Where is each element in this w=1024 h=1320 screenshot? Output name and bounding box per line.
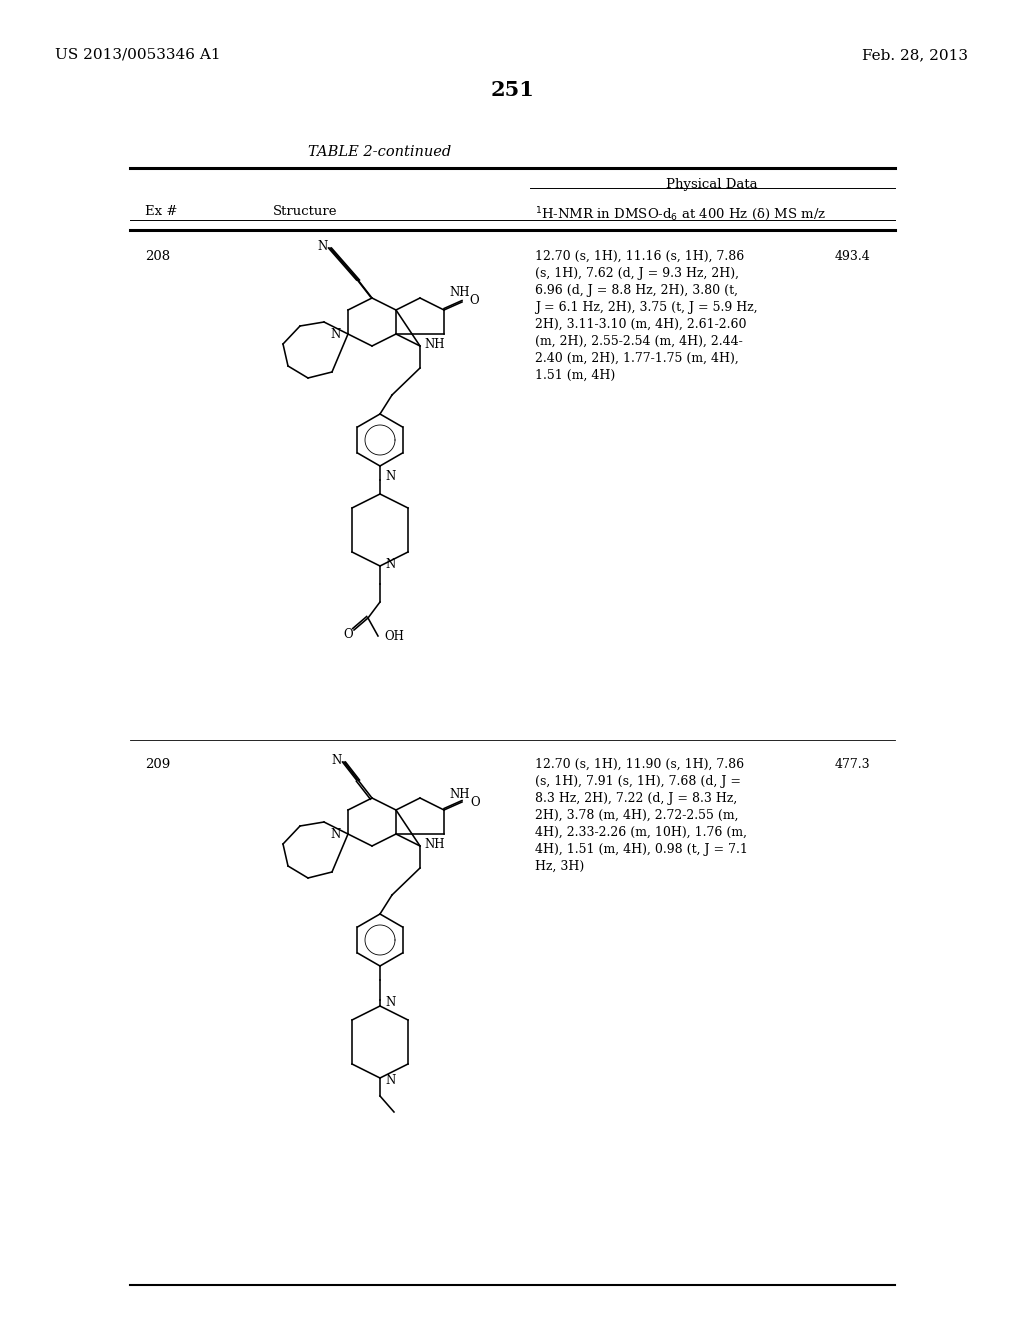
Text: N: N xyxy=(331,828,341,841)
Text: $^{1}$H-NMR in DMSO-d$_{6}$ at 400 Hz (δ) MS m/z: $^{1}$H-NMR in DMSO-d$_{6}$ at 400 Hz (δ… xyxy=(535,205,826,223)
Text: N: N xyxy=(331,327,341,341)
Text: NH: NH xyxy=(449,788,469,800)
Text: NH: NH xyxy=(449,285,469,298)
Text: O: O xyxy=(343,627,353,640)
Text: Ex #: Ex # xyxy=(145,205,177,218)
Text: 493.4: 493.4 xyxy=(835,249,870,263)
Text: 477.3: 477.3 xyxy=(835,758,870,771)
Text: NH: NH xyxy=(424,837,444,850)
Text: N: N xyxy=(385,470,395,483)
Text: 12.70 (s, 1H), 11.16 (s, 1H), 7.86
(s, 1H), 7.62 (d, J = 9.3 Hz, 2H),
6.96 (d, J: 12.70 (s, 1H), 11.16 (s, 1H), 7.86 (s, 1… xyxy=(535,249,758,381)
Text: 209: 209 xyxy=(145,758,170,771)
Text: N: N xyxy=(385,557,395,570)
Text: N: N xyxy=(317,239,328,252)
Text: O: O xyxy=(469,293,478,306)
Text: 208: 208 xyxy=(145,249,170,263)
Text: Structure: Structure xyxy=(272,205,337,218)
Text: N: N xyxy=(332,754,342,767)
Text: 12.70 (s, 1H), 11.90 (s, 1H), 7.86
(s, 1H), 7.91 (s, 1H), 7.68 (d, J =
8.3 Hz, 2: 12.70 (s, 1H), 11.90 (s, 1H), 7.86 (s, 1… xyxy=(535,758,748,873)
Text: 251: 251 xyxy=(490,81,534,100)
Text: O: O xyxy=(470,796,479,808)
Text: TABLE 2-continued: TABLE 2-continued xyxy=(308,145,452,158)
Text: Physical Data: Physical Data xyxy=(667,178,758,191)
Text: N: N xyxy=(385,1074,395,1088)
Text: Feb. 28, 2013: Feb. 28, 2013 xyxy=(862,48,968,62)
Text: N: N xyxy=(385,997,395,1010)
Text: US 2013/0053346 A1: US 2013/0053346 A1 xyxy=(55,48,220,62)
Text: NH: NH xyxy=(424,338,444,351)
Text: OH: OH xyxy=(384,630,403,643)
